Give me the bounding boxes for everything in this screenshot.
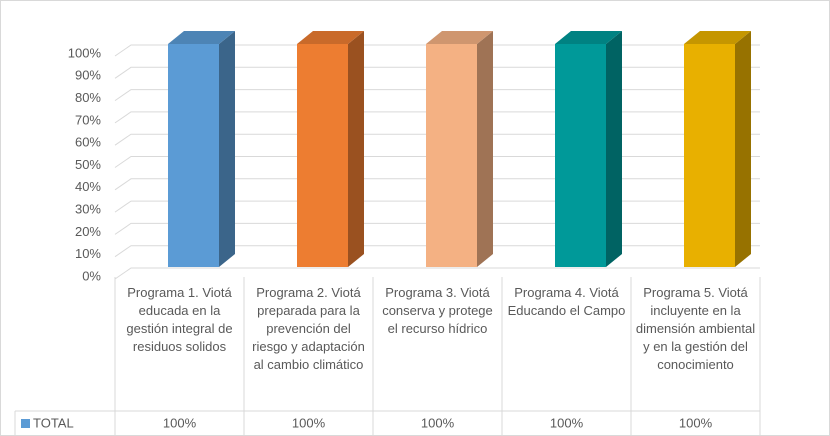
y-tick-label: 80% [75,90,101,105]
data-table-value: 100% [550,415,584,430]
x-tick-label: Programa 5. Viotá incluyente en la dimen… [635,285,756,372]
bar-top [555,31,622,44]
grid-line [114,222,760,235]
y-tick-label: 10% [75,246,101,261]
y-tick-label: 100% [68,45,102,60]
grid-line [114,267,760,280]
grid-line [114,156,760,168]
data-table-value: 100% [679,415,713,430]
y-tick-label: 50% [75,157,101,172]
legend-key [21,419,30,428]
bar-top [297,31,364,44]
data-table-value: 100% [421,415,455,430]
bar-front [426,44,477,267]
bar [168,31,235,267]
bar-side [348,31,364,267]
y-tick-label: 60% [75,135,101,150]
grid-line [114,66,760,79]
bar-front [297,44,348,267]
legend-label: TOTAL [33,415,74,430]
bar [555,31,622,267]
x-tick-label: Programa 4. Viotá Educando el Campo [507,285,626,318]
y-tick-label: 70% [75,112,101,127]
y-tick-label: 40% [75,179,101,194]
bar [684,31,751,267]
grid-line [114,133,760,146]
grid-line [114,44,760,57]
bar-top [426,31,493,44]
y-tick-label: 30% [75,202,101,217]
x-tick-label: Programa 3. Viotá conserva y protege el … [382,285,493,336]
bar-front [684,44,735,267]
bar [297,31,364,267]
bar-front [168,44,219,267]
bar-side [219,31,235,267]
bar-top [168,31,235,44]
grid-line [114,245,760,258]
bar-side [606,31,622,267]
bar-side [735,31,751,267]
bar [426,31,493,267]
grid-line [114,89,760,102]
data-table-value: 100% [292,415,326,430]
grid-line [114,200,760,213]
x-tick-label: Programa 2. Viotá preparada para la prev… [252,285,365,372]
y-tick-label: 20% [75,224,101,239]
data-table-value: 100% [163,415,197,430]
y-tick-label: 90% [75,68,101,83]
bar-front [555,44,606,267]
grid-line [114,178,760,191]
y-tick-label: 0% [82,268,101,283]
bar-side [477,31,493,267]
grid-line [114,111,760,124]
x-tick-label: Programa 1. Viotá educada en la gestión … [126,285,233,354]
bar-top [684,31,751,44]
